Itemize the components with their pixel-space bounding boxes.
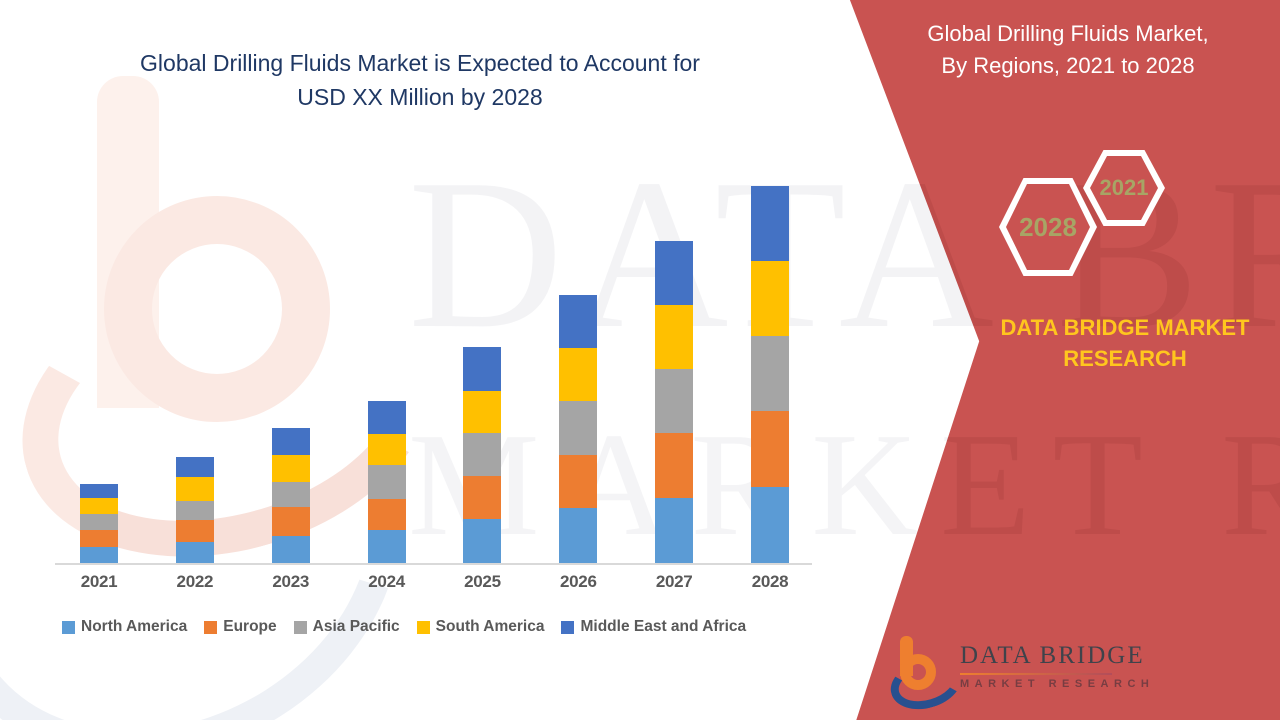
side-panel-heading-line2: By Regions, 2021 to 2028 bbox=[941, 53, 1195, 78]
bar-segment-2021 bbox=[80, 547, 118, 563]
bar-segment-2024 bbox=[367, 434, 406, 465]
bar-segment-2025 bbox=[463, 476, 502, 519]
bar-segment-2024 bbox=[367, 530, 406, 563]
legend-item: South America bbox=[416, 618, 545, 636]
bar-segment-2026 bbox=[559, 455, 598, 508]
bar-segment-2023 bbox=[271, 428, 310, 455]
bar-2024 bbox=[367, 401, 406, 563]
bar-chart-plot bbox=[55, 178, 812, 565]
chart-legend: North America Europe Asia Pacific South Ame… bbox=[62, 618, 746, 636]
bar-2028 bbox=[751, 186, 790, 563]
legend-item: Asia Pacific bbox=[293, 618, 400, 636]
legend-item: North America bbox=[62, 618, 187, 636]
legend-label: South America bbox=[435, 618, 545, 635]
bar-segment-2028 bbox=[751, 336, 790, 411]
chart-title-line1: Global Drilling Fluids Market is Expecte… bbox=[140, 50, 700, 76]
bar-2022 bbox=[175, 457, 214, 563]
x-tick-label-2026: 2026 bbox=[559, 572, 597, 591]
legend-label: North America bbox=[81, 618, 188, 635]
x-tick-label-2022: 2022 bbox=[176, 572, 214, 591]
bar-2027 bbox=[655, 241, 694, 563]
bar-segment-2026 bbox=[559, 295, 598, 348]
bar-segment-2022 bbox=[175, 477, 214, 501]
dbmr-b-icon bbox=[884, 634, 968, 717]
dbmr-logo-text: DATA BRIDGE MARKET RESEARCH bbox=[960, 634, 1154, 690]
bar-segment-2028 bbox=[751, 487, 790, 563]
brand-text: DATA BRIDGE MARKET RESEARCH bbox=[1000, 315, 1250, 371]
legend-item: Europe bbox=[204, 618, 277, 636]
bar-2023 bbox=[271, 428, 310, 563]
side-panel-heading-line1: Global Drilling Fluids Market, bbox=[927, 21, 1209, 46]
legend-item: Middle East and Africa bbox=[561, 618, 746, 636]
bar-segment-2024 bbox=[367, 465, 406, 499]
x-tick-label-2028: 2028 bbox=[751, 572, 789, 591]
bar-segment-2023 bbox=[271, 482, 310, 507]
legend-swatch-icon bbox=[62, 620, 75, 634]
bar-segment-2024 bbox=[367, 499, 406, 530]
side-panel-heading: Global Drilling Fluids Market, By Region… bbox=[900, 18, 1236, 82]
legend-label: Asia Pacific bbox=[312, 618, 400, 635]
hexagon-badge-2028-label: 2028 bbox=[1006, 184, 1090, 270]
legend-swatch-icon bbox=[293, 620, 307, 634]
dbmr-logo-title: DATA BRIDGE bbox=[960, 642, 1145, 669]
bar-segment-2028 bbox=[751, 261, 790, 336]
bar-2026 bbox=[559, 295, 598, 563]
legend-swatch-icon bbox=[204, 620, 218, 634]
bar-segment-2027 bbox=[655, 241, 694, 305]
bar-segment-2021 bbox=[80, 514, 118, 530]
bar-segment-2027 bbox=[655, 433, 694, 498]
chart-title-line2: USD XX Million by 2028 bbox=[297, 84, 543, 110]
bar-segment-2028 bbox=[751, 411, 790, 487]
legend-label: Europe bbox=[223, 618, 277, 635]
x-tick-label-2023: 2023 bbox=[272, 572, 310, 591]
legend-label: Middle East and Africa bbox=[580, 618, 747, 635]
x-axis-labels: 2021 2022 2023 2024 2025 2026 2027 2028 bbox=[55, 572, 812, 596]
bar-segment-2028 bbox=[751, 186, 790, 261]
x-tick-label-2027: 2027 bbox=[655, 572, 693, 591]
bar-segment-2023 bbox=[271, 455, 310, 482]
bar-segment-2023 bbox=[271, 536, 310, 563]
bar-segment-2021 bbox=[80, 530, 118, 547]
dbmr-b-bowl bbox=[900, 654, 936, 690]
x-tick-label-2025: 2025 bbox=[464, 572, 501, 591]
legend-swatch-icon bbox=[416, 620, 430, 634]
x-tick-label-2024: 2024 bbox=[368, 572, 405, 591]
bar-segment-2027 bbox=[655, 305, 694, 369]
bar-segment-2026 bbox=[559, 348, 598, 401]
bar-segment-2025 bbox=[463, 433, 502, 476]
bar-segment-2023 bbox=[271, 507, 310, 536]
bar-segment-2025 bbox=[463, 391, 502, 433]
hexagon-badge-2021-label: 2021 bbox=[1090, 156, 1158, 220]
legend-swatch-icon bbox=[561, 620, 575, 634]
bar-segment-2022 bbox=[175, 542, 214, 563]
dbmr-logo-subtitle: MARKET RESEARCH bbox=[960, 678, 1155, 690]
bar-segment-2025 bbox=[463, 519, 502, 563]
bar-2025 bbox=[463, 347, 502, 563]
bar-segment-2022 bbox=[175, 520, 214, 542]
bar-segment-2021 bbox=[80, 484, 118, 498]
bar-segment-2021 bbox=[80, 498, 118, 514]
bar-segment-2027 bbox=[655, 369, 694, 433]
bar-segment-2026 bbox=[559, 508, 598, 563]
bar-segment-2027 bbox=[655, 498, 694, 563]
bar-segment-2024 bbox=[367, 401, 406, 434]
dbmr-logo: DATA BRIDGE MARKET RESEARCH bbox=[884, 634, 1154, 717]
dbmr-logo-rule bbox=[960, 673, 1112, 675]
chart-title: Global Drilling Fluids Market is Expecte… bbox=[100, 46, 740, 114]
bar-segment-2025 bbox=[463, 347, 502, 391]
bar-2021 bbox=[80, 484, 118, 563]
bar-segment-2022 bbox=[175, 501, 214, 520]
bar-segment-2026 bbox=[559, 401, 598, 455]
bar-segment-2022 bbox=[175, 457, 214, 477]
x-tick-label-2021: 2021 bbox=[80, 572, 118, 591]
